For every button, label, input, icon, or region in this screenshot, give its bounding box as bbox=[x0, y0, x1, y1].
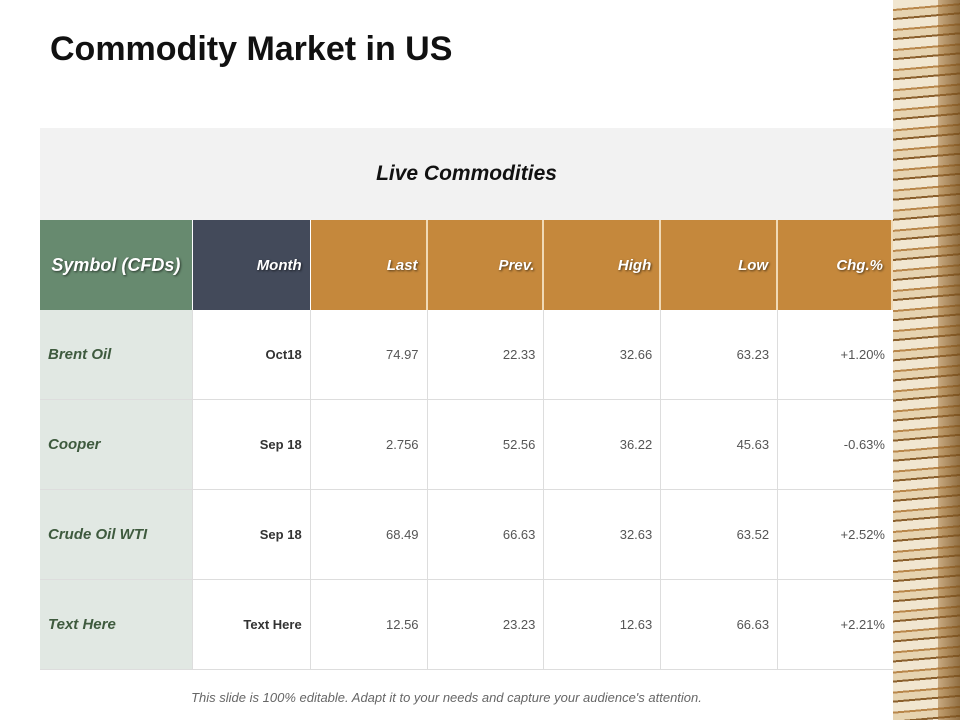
cell-low: 63.23 bbox=[661, 310, 779, 399]
header-symbol: Symbol (CFDs) bbox=[40, 220, 193, 310]
cell-prev: 52.56 bbox=[428, 400, 545, 489]
cell-high: 32.66 bbox=[544, 310, 662, 399]
cell-month: Sep 18 bbox=[193, 400, 311, 489]
cell-high: 12.63 bbox=[544, 580, 662, 669]
header-month: Month bbox=[192, 220, 311, 310]
cell-month: Sep 18 bbox=[193, 490, 311, 579]
cell-symbol: Cooper bbox=[40, 400, 193, 489]
header-low: Low bbox=[661, 220, 779, 310]
table-row: Text Here Text Here 12.56 23.23 12.63 66.63 +2… bbox=[40, 580, 893, 670]
cell-low: 63.52 bbox=[661, 490, 779, 579]
cell-prev: 23.23 bbox=[428, 580, 545, 669]
commodities-table: Live Commodities Symbol (CFDs) Month Las… bbox=[40, 128, 893, 670]
cell-high: 36.22 bbox=[544, 400, 662, 489]
header-prev: Prev. bbox=[427, 220, 545, 310]
header-change: Chg.% bbox=[778, 220, 893, 310]
page-title: Commodity Market in US bbox=[50, 30, 453, 68]
cell-prev: 22.33 bbox=[428, 310, 545, 399]
cell-low: 66.63 bbox=[661, 580, 779, 669]
cell-last: 2.756 bbox=[311, 400, 428, 489]
cell-change: +2.21% bbox=[840, 617, 885, 632]
header-high: High bbox=[544, 220, 662, 310]
table-header-row: Symbol (CFDs) Month Last Prev. High Low … bbox=[40, 220, 893, 310]
cell-month: Oct18 bbox=[193, 310, 311, 399]
cell-change: +1.20% bbox=[840, 347, 885, 362]
cell-symbol: Crude Oil WTI bbox=[40, 490, 193, 579]
table-row: Crude Oil WTI Sep 18 68.49 66.63 32.63 63.52 +… bbox=[40, 490, 893, 580]
cell-last: 12.56 bbox=[311, 580, 428, 669]
cell-last: 68.49 bbox=[311, 490, 428, 579]
coins-image bbox=[893, 0, 960, 720]
cell-symbol: Brent Oil bbox=[40, 310, 193, 399]
footer-note: This slide is 100% editable. Adapt it to… bbox=[191, 690, 702, 705]
cell-high: 32.63 bbox=[544, 490, 662, 579]
table-caption: Live Commodities bbox=[40, 128, 893, 220]
cell-prev: 66.63 bbox=[428, 490, 545, 579]
table-row: Brent Oil Oct18 74.97 22.33 32.66 63.23 +1.20% bbox=[40, 310, 893, 400]
table-row: Cooper Sep 18 2.756 52.56 36.22 45.63 -0.63% bbox=[40, 400, 893, 490]
cell-change: -0.63% bbox=[843, 437, 885, 452]
cell-month: Text Here bbox=[193, 580, 311, 669]
cell-low: 45.63 bbox=[661, 400, 779, 489]
cell-change: +2.52% bbox=[840, 527, 885, 542]
cell-symbol: Text Here bbox=[40, 580, 193, 669]
cell-last: 74.97 bbox=[311, 310, 428, 399]
header-last: Last bbox=[310, 220, 428, 310]
